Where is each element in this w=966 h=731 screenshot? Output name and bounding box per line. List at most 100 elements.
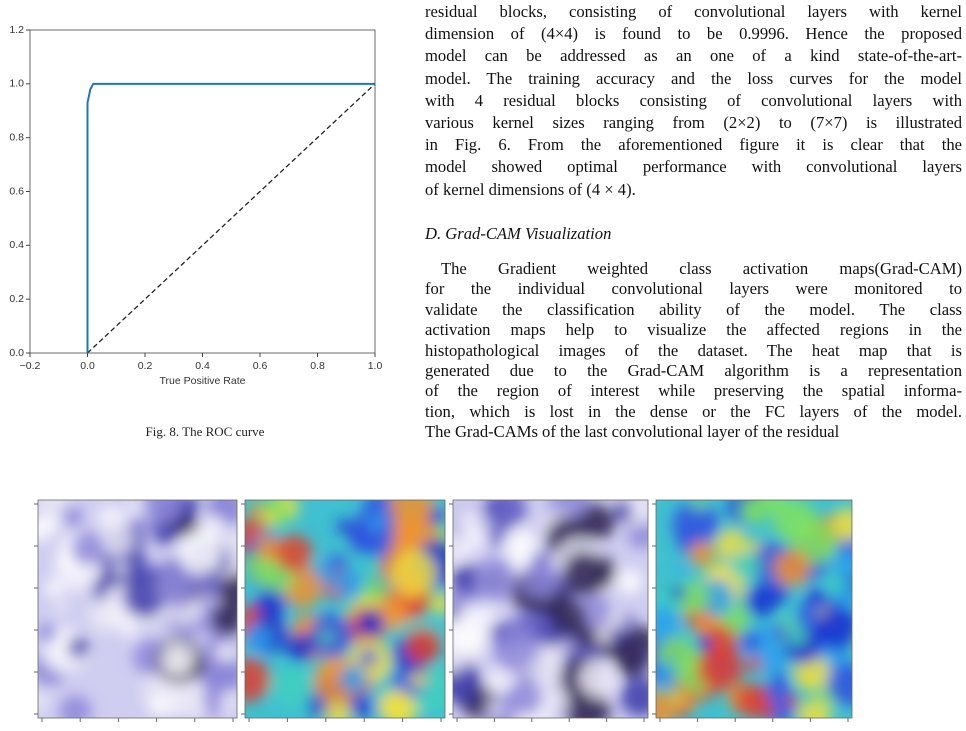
texture-blob bbox=[735, 683, 771, 718]
texture-blob bbox=[177, 529, 223, 575]
texture-blob bbox=[245, 624, 273, 653]
x-tick-label: 0.8 bbox=[310, 360, 325, 372]
texture-blob bbox=[562, 551, 607, 596]
texture-blob bbox=[148, 696, 168, 716]
texture-blob bbox=[155, 568, 196, 609]
x-tick-label: 0.2 bbox=[138, 360, 153, 372]
texture-blob bbox=[38, 515, 52, 542]
panel-frame bbox=[452, 499, 649, 719]
x-axis-label: True Positive Rate bbox=[160, 375, 246, 387]
texture-blob bbox=[656, 690, 678, 718]
roc-chart: 0.00.20.40.60.81.01.2−0.2 0.0 0.2 0.4 0.6 0.8… bbox=[9, 24, 383, 387]
image-panel bbox=[38, 500, 237, 718]
texture-blob bbox=[697, 645, 744, 692]
texture-blob bbox=[739, 629, 761, 652]
texture-blob bbox=[38, 623, 58, 644]
image-panel bbox=[453, 500, 648, 718]
y-tick-label: 1.0 bbox=[9, 78, 24, 90]
texture-blob bbox=[549, 598, 587, 636]
texture-blob bbox=[161, 643, 195, 677]
text-line: residual blocks, consisting of convoluti… bbox=[425, 2, 962, 21]
texture-blob bbox=[318, 630, 333, 644]
texture-blob bbox=[114, 562, 127, 575]
x-tick-label: −0.2 bbox=[20, 360, 41, 372]
y-tick-label: 0.4 bbox=[9, 239, 24, 251]
texture-blob bbox=[484, 500, 527, 530]
texture-blob bbox=[70, 531, 106, 566]
texture-blob bbox=[201, 513, 225, 537]
texture-blob bbox=[453, 660, 482, 704]
text-line: The Gradient weighted class activation m… bbox=[441, 259, 962, 278]
texture-blob bbox=[501, 527, 537, 563]
text-line: model showed optimal performance with co… bbox=[425, 157, 962, 177]
panel-frame bbox=[655, 499, 853, 719]
y-tick-label: 0.6 bbox=[9, 185, 24, 197]
text-line: in Fig. 6. From the aforementioned figur… bbox=[425, 135, 962, 155]
texture-blob bbox=[656, 606, 680, 640]
image-panel bbox=[245, 500, 445, 718]
text-line: The Grad-CAMs of the last convolutional … bbox=[425, 422, 840, 442]
texture-blob bbox=[508, 680, 543, 716]
texture-blob bbox=[614, 641, 648, 678]
texture-blob bbox=[630, 500, 647, 517]
texture-blob bbox=[97, 505, 122, 530]
texture-blob bbox=[44, 579, 63, 598]
texture-blob bbox=[827, 576, 847, 596]
texture-blob bbox=[142, 500, 184, 525]
texture-blob bbox=[671, 585, 687, 601]
texture-blob bbox=[672, 501, 720, 549]
texture-blob bbox=[696, 635, 712, 651]
texture-blob bbox=[129, 500, 146, 516]
texture-blob bbox=[773, 549, 811, 588]
texture-blob bbox=[245, 657, 271, 703]
texture-blob bbox=[520, 559, 561, 600]
text-line: with 4 residual blocks consisting of con… bbox=[425, 90, 962, 110]
texture-blob bbox=[368, 513, 387, 532]
texture-blob bbox=[430, 592, 445, 615]
texture-blob bbox=[275, 534, 313, 573]
texture-blob bbox=[55, 600, 68, 613]
texture-blob bbox=[38, 689, 50, 712]
texture-blob bbox=[484, 668, 512, 696]
texture-blob bbox=[100, 524, 134, 558]
section-heading: D. Grad-CAM Visualization bbox=[425, 224, 612, 243]
texture-blob bbox=[274, 666, 316, 708]
texture-blob bbox=[578, 659, 617, 697]
texture-blob bbox=[262, 512, 277, 527]
text-line: histopathological images of the dataset.… bbox=[425, 340, 962, 360]
texture-blob bbox=[620, 677, 648, 717]
x-tick-label: 1.0 bbox=[368, 360, 383, 372]
texture-blob bbox=[758, 500, 785, 514]
texture-blob bbox=[204, 667, 229, 692]
y-tick-label: 1.2 bbox=[9, 24, 24, 36]
texture-blob bbox=[217, 574, 237, 611]
x-tick-label: 0.6 bbox=[253, 360, 268, 372]
panel-texture bbox=[453, 500, 648, 718]
texture-blob bbox=[404, 627, 442, 665]
texture-blob bbox=[453, 563, 481, 593]
texture-blob bbox=[492, 625, 539, 672]
text-line: tion, which is lost in the dense or the … bbox=[425, 401, 962, 421]
texture-blob bbox=[785, 695, 799, 708]
panel-texture bbox=[245, 500, 445, 718]
y-tick-label: 0.0 bbox=[9, 347, 24, 359]
text-line: model. The training accuracy and the los… bbox=[425, 68, 962, 88]
texture-blob bbox=[359, 648, 378, 667]
texture-blob bbox=[692, 500, 707, 511]
texture-blob bbox=[255, 589, 286, 620]
panel-frame bbox=[244, 499, 446, 719]
texture-blob bbox=[613, 500, 635, 523]
grad-cam-figure bbox=[34, 499, 853, 722]
texture-blob bbox=[656, 661, 676, 681]
texture-blob bbox=[166, 686, 185, 705]
texture-blob bbox=[453, 646, 467, 673]
texture-blob bbox=[704, 625, 738, 659]
texture-blob bbox=[473, 557, 517, 601]
texture-blob bbox=[129, 516, 150, 537]
texture-blob bbox=[617, 568, 643, 595]
text-line: for the individual convolutional layers … bbox=[425, 279, 962, 299]
text-line: activation maps help to visualize the af… bbox=[425, 320, 962, 340]
reference-line bbox=[87, 83, 376, 354]
y-tick-label: 0.2 bbox=[9, 293, 24, 305]
text-line: dimension of (4×4) is found to be 0.9996… bbox=[425, 24, 962, 44]
